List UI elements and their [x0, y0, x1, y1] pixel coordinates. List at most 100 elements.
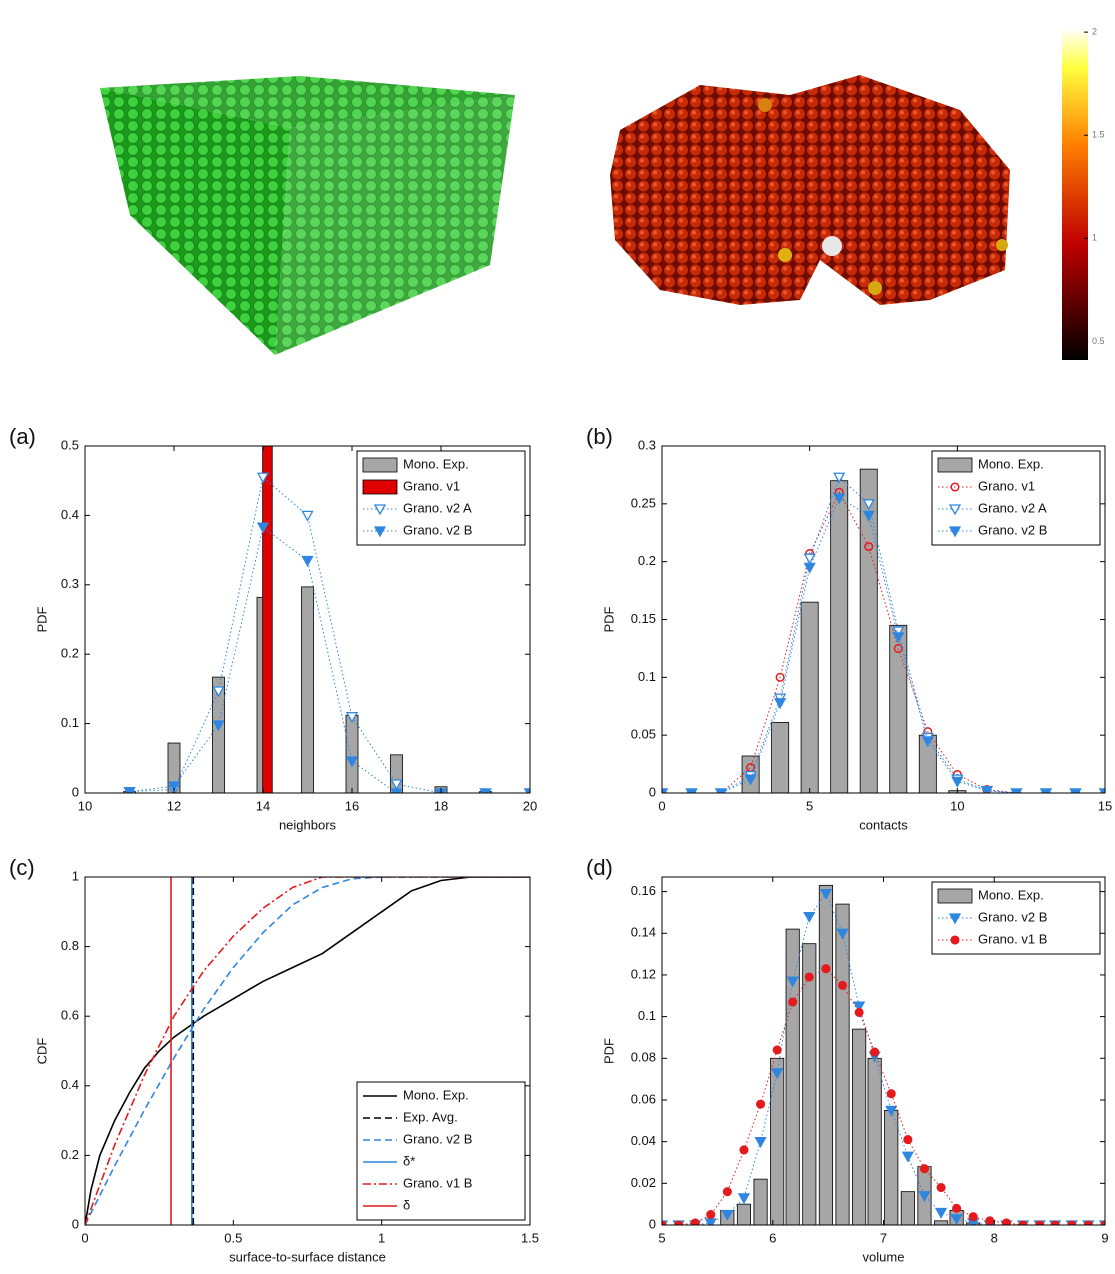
- marker: [373, 526, 387, 538]
- x-tick-label: 9: [1101, 1230, 1108, 1245]
- legend-swatch: [362, 457, 398, 473]
- marker: [714, 788, 728, 793]
- marker: [968, 1212, 978, 1222]
- marker: [819, 889, 833, 901]
- marker: [950, 935, 960, 945]
- marker: [212, 720, 225, 732]
- plot-content: [662, 884, 1105, 1225]
- legend-swatch: [937, 457, 973, 473]
- marker: [756, 1099, 766, 1109]
- x-axis-label: surface-to-surface distance: [229, 1249, 386, 1264]
- marker: [744, 774, 757, 786]
- x-tick-label: 6: [769, 1230, 776, 1245]
- plot-content: [85, 877, 530, 1225]
- marker: [479, 788, 492, 793]
- marker: [836, 928, 849, 940]
- series-line: [129, 526, 530, 793]
- bar: [835, 903, 850, 1225]
- legend-swatch: [362, 479, 398, 495]
- legend-label: Mono. Exp.: [403, 1087, 469, 1102]
- legend: Mono. Exp. Grano. v1 Grano. v2 A Grano. v2 …: [931, 450, 1101, 546]
- y-tick-label: 0.16: [631, 883, 656, 898]
- marker: [919, 1164, 930, 1174]
- y-axis-label: PDF: [34, 606, 49, 632]
- marker: [754, 1136, 767, 1148]
- bar: [262, 446, 273, 793]
- x-tick-label: 0: [81, 1230, 88, 1245]
- y-tick-label: 0: [72, 1216, 79, 1231]
- marker: [853, 1001, 866, 1013]
- legend-label: Grano. v1: [403, 478, 460, 493]
- bar: [889, 624, 908, 793]
- marker: [862, 499, 875, 511]
- marker: [862, 510, 875, 522]
- y-tick-label: 1: [72, 868, 79, 883]
- x-tick-label: 10: [78, 798, 92, 813]
- marker: [1001, 1218, 1011, 1225]
- y-tick-label: 0.14: [631, 925, 656, 940]
- marker: [833, 493, 846, 505]
- x-tick-label: 14: [256, 798, 270, 813]
- legend-label: Grano. v2 B: [403, 1131, 472, 1146]
- y-tick-label: 0.06: [631, 1091, 656, 1106]
- marker: [167, 781, 181, 793]
- marker: [721, 1209, 734, 1221]
- legend-label: Grano. v2 A: [403, 500, 472, 515]
- y-tick-label: 0.08: [631, 1050, 656, 1065]
- marker: [821, 964, 831, 974]
- marker: [951, 776, 964, 788]
- legend-label: δ*: [403, 1153, 415, 1168]
- y-tick-label: 0: [649, 784, 656, 799]
- series-line: [85, 877, 530, 1225]
- marker: [662, 788, 669, 793]
- y-axis-label: PDF: [601, 606, 616, 632]
- x-tick-label: 12: [167, 798, 181, 813]
- chart-panel: 0 5 10 15 0 0.05 0.1 0.15 0.2 0.25 0.3 contacts PDF (…: [586, 424, 1112, 833]
- marker: [980, 786, 993, 793]
- marker: [985, 1216, 995, 1225]
- marker: [373, 504, 387, 516]
- marker: [523, 788, 530, 793]
- x-tick-label: 15: [1098, 798, 1112, 813]
- y-tick-label: 0.15: [631, 611, 656, 626]
- y-tick-label: 0.12: [631, 966, 656, 981]
- y-tick-label: 0.1: [638, 669, 656, 684]
- legend-label: Mono. Exp.: [403, 456, 469, 471]
- marker: [885, 1105, 898, 1117]
- marker: [390, 779, 403, 791]
- marker: [934, 1207, 948, 1219]
- marker: [345, 712, 359, 723]
- bar: [770, 1057, 785, 1225]
- y-tick-label: 0.04: [631, 1133, 656, 1148]
- marker: [854, 1007, 864, 1017]
- panel-label: (b): [586, 424, 613, 449]
- y-tick-label: 0.3: [61, 576, 79, 591]
- colorbar-tick-label: 2: [1092, 26, 1097, 36]
- legend-label: Grano. v2 B: [978, 909, 1047, 924]
- x-axis-label: volume: [863, 1249, 905, 1264]
- marker: [690, 1218, 700, 1225]
- marker: [1098, 788, 1105, 793]
- bar: [301, 586, 314, 793]
- y-tick-label: 0.25: [631, 495, 656, 510]
- series-line: [662, 497, 1105, 793]
- marker: [803, 911, 816, 923]
- legend: Mono. Exp. Grano. v2 B Grano. v1 B: [931, 881, 1101, 955]
- marker: [722, 1187, 732, 1197]
- y-tick-label: 0.1: [638, 1008, 656, 1023]
- bar: [852, 1028, 867, 1225]
- marker: [918, 1191, 931, 1203]
- marker: [123, 786, 136, 793]
- series-line: [662, 968, 1105, 1225]
- bar: [934, 1220, 949, 1225]
- series-line: [662, 476, 1105, 793]
- marker: [256, 472, 270, 484]
- marker: [886, 1089, 896, 1099]
- colorbar: [1062, 28, 1088, 360]
- x-tick-label: 1: [378, 1230, 385, 1245]
- marker: [1069, 788, 1082, 793]
- marker: [788, 997, 798, 1007]
- y-axis-label: CDF: [34, 1038, 49, 1065]
- bar: [785, 928, 800, 1225]
